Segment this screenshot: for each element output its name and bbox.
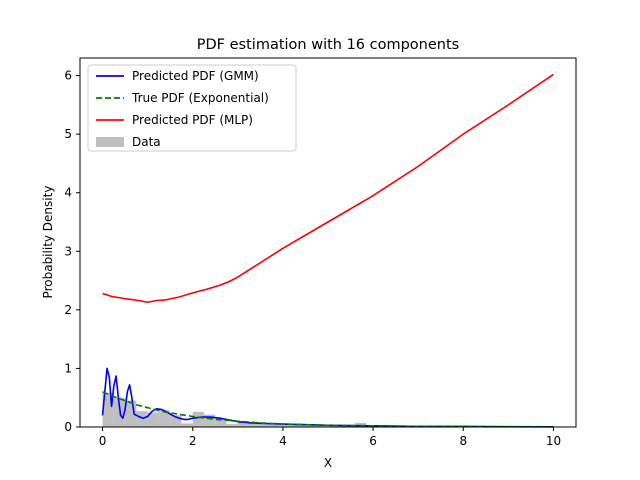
histogram-bar xyxy=(282,424,306,427)
y-axis: 0 1 2 3 4 5 6 xyxy=(64,69,80,434)
y-tick-label: 3 xyxy=(64,244,72,258)
x-tick-label: 4 xyxy=(279,434,287,448)
x-tick-label: 0 xyxy=(99,434,107,448)
series-line-3 xyxy=(102,73,554,304)
histogram-bar xyxy=(147,412,159,427)
histogram-bar xyxy=(181,423,193,427)
histogram-bar xyxy=(226,424,238,427)
y-tick-label: 1 xyxy=(64,361,72,375)
x-tick-label: 2 xyxy=(189,434,197,448)
legend: Predicted PDF (GMM) True PDF (Exponential… xyxy=(87,64,297,152)
y-tick-label: 4 xyxy=(64,186,72,200)
x-tick-label: 10 xyxy=(546,434,561,448)
chart-title: PDF estimation with 16 components xyxy=(197,37,459,53)
histogram-bar xyxy=(136,411,148,427)
x-axis-label: X xyxy=(324,456,332,470)
histogram-bar xyxy=(192,411,204,427)
histogram-bar xyxy=(328,425,351,427)
x-axis: 0 2 4 6 8 10 xyxy=(99,427,561,448)
histogram-bar xyxy=(158,410,171,427)
histogram-bar xyxy=(260,424,283,427)
plot-area xyxy=(101,73,554,428)
legend-label: True PDF (Exponential) xyxy=(131,91,269,105)
histogram-bar xyxy=(215,419,227,427)
legend-label: Data xyxy=(132,135,161,149)
x-tick-label: 8 xyxy=(459,434,467,448)
y-axis-label: Probability Density xyxy=(41,186,55,299)
y-tick-label: 2 xyxy=(64,303,72,317)
histogram-bar xyxy=(305,425,328,427)
histogram-bar xyxy=(102,393,114,427)
legend-label: Predicted PDF (MLP) xyxy=(132,113,253,127)
histogram-bar xyxy=(125,400,137,427)
histogram-bar xyxy=(204,414,216,427)
histogram-bar xyxy=(237,422,261,427)
legend-label: Predicted PDF (GMM) xyxy=(132,69,259,83)
series-line-2 xyxy=(102,391,554,428)
axes-frame xyxy=(79,57,577,428)
histogram-bar xyxy=(170,415,182,427)
y-tick-label: 0 xyxy=(64,420,72,434)
x-tick-label: 6 xyxy=(369,434,377,448)
legend-swatch xyxy=(96,137,124,147)
y-tick-label: 6 xyxy=(64,69,72,83)
legend-box xyxy=(87,64,297,152)
y-tick-label: 5 xyxy=(64,127,72,141)
